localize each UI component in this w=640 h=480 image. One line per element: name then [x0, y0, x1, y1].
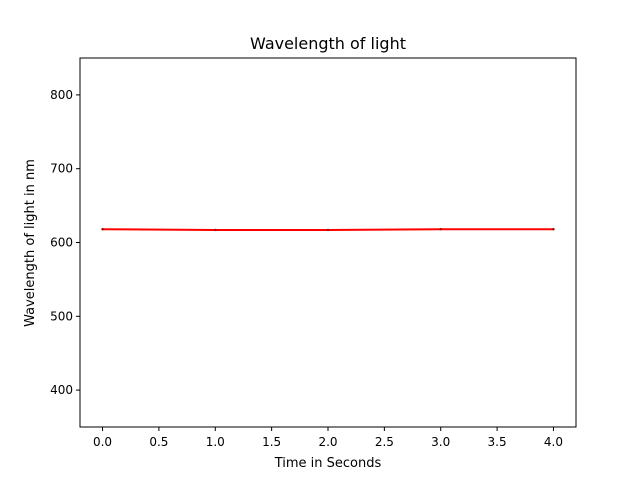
- data-point: [439, 228, 442, 231]
- y-tick-label: 400: [50, 383, 73, 397]
- x-tick-label: 4.0: [544, 435, 563, 449]
- data-point: [214, 228, 217, 232]
- x-axis-label: Time in Seconds: [274, 456, 382, 471]
- data-point: [101, 228, 104, 231]
- y-tick-label: 700: [50, 162, 73, 176]
- y-axis-label: Wavelength of light in nm: [23, 159, 38, 327]
- chart-title: Wavelength of light: [250, 34, 406, 53]
- y-tick-label: 800: [50, 88, 73, 102]
- x-tick-label: 0.0: [93, 435, 112, 449]
- x-tick-label: 0.5: [149, 435, 168, 449]
- data-point: [326, 228, 330, 232]
- plot-area: 0.0 0.5 1.0 1.5 2.0 2.5 3.0 3.5 4.0 400 500 600 700 8…: [50, 57, 577, 449]
- y-tick-label: 600: [50, 236, 73, 250]
- data-point: [552, 228, 555, 231]
- x-tick-label: 3.5: [488, 435, 507, 449]
- x-tick-label: 1.0: [206, 435, 225, 449]
- x-tick-label: 3.0: [431, 435, 450, 449]
- x-tick-label: 2.5: [375, 435, 394, 449]
- x-tick-label: 2.0: [318, 435, 337, 449]
- x-tick-label: 1.5: [262, 435, 281, 449]
- y-tick-label: 500: [50, 309, 73, 323]
